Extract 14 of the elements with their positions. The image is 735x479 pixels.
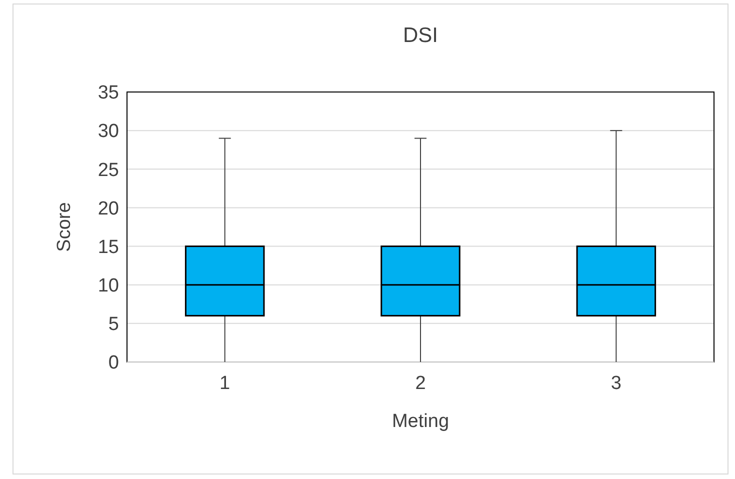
y-tick-label: 20 <box>98 198 119 220</box>
y-tick-label: 35 <box>98 82 119 104</box>
y-axis-title: Score <box>54 202 75 252</box>
y-tick-label: 5 <box>108 314 119 336</box>
x-tick-label: 3 <box>610 373 622 394</box>
y-tick-label: 30 <box>98 121 119 142</box>
y-tick-label: 15 <box>98 236 119 258</box>
y-tick-label: 25 <box>98 160 119 181</box>
chart-title: DSI <box>402 24 438 47</box>
y-tick-label: 0 <box>108 352 119 374</box>
x-axis-title: Meting <box>392 411 450 432</box>
y-tick-label: 10 <box>98 276 119 297</box>
x-tick-label: 2 <box>415 373 426 394</box>
x-tick-label: 1 <box>220 373 230 394</box>
